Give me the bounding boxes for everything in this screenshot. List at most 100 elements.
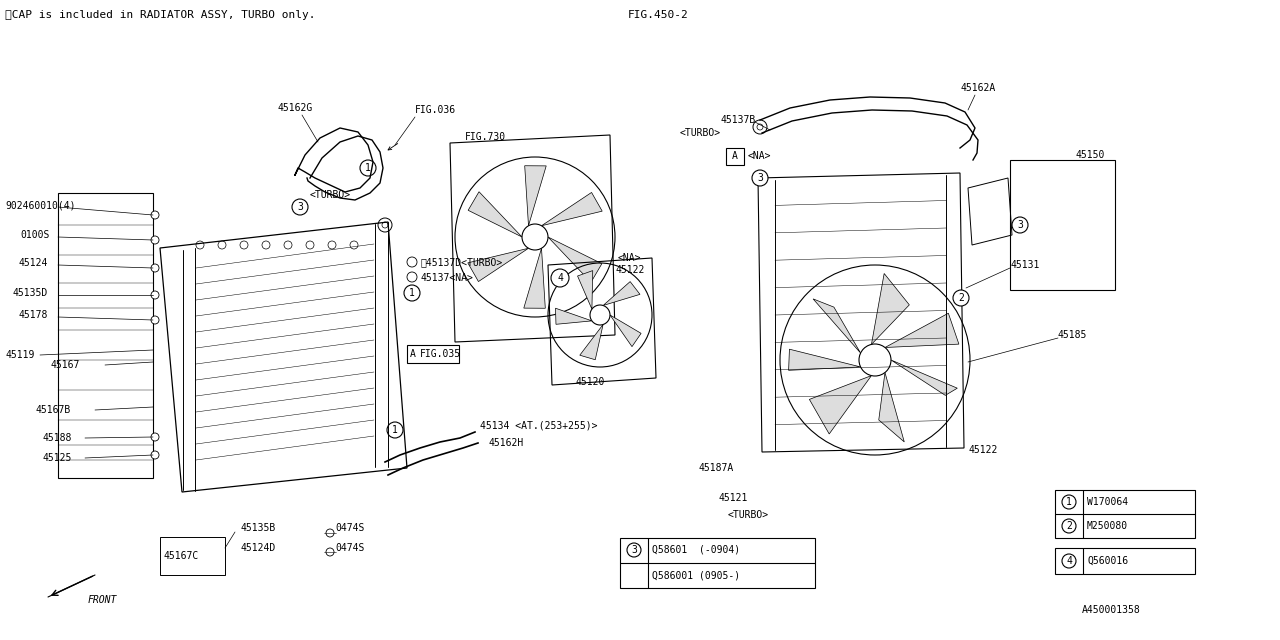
- Text: 45162H: 45162H: [488, 438, 524, 448]
- Circle shape: [151, 451, 159, 459]
- Text: Q560016: Q560016: [1087, 556, 1128, 566]
- Text: A: A: [410, 349, 416, 359]
- Text: 45137<NA>: 45137<NA>: [420, 273, 472, 283]
- Text: 45135D: 45135D: [12, 288, 47, 298]
- Text: 45167: 45167: [50, 360, 79, 370]
- Polygon shape: [603, 282, 640, 305]
- Text: 0474S: 0474S: [335, 543, 365, 553]
- Polygon shape: [891, 360, 957, 396]
- Text: 45188: 45188: [42, 433, 72, 443]
- Text: 45167C: 45167C: [163, 551, 198, 561]
- Text: Q586001 (0905-): Q586001 (0905-): [652, 571, 740, 581]
- Text: 45124D: 45124D: [241, 543, 275, 553]
- Text: FIG.036: FIG.036: [415, 105, 456, 115]
- Text: <NA>: <NA>: [618, 253, 641, 263]
- Text: 1: 1: [365, 163, 371, 173]
- Circle shape: [151, 433, 159, 441]
- Text: FRONT: FRONT: [88, 595, 118, 605]
- Text: ※45137D<TURBO>: ※45137D<TURBO>: [420, 257, 502, 267]
- Circle shape: [954, 290, 969, 306]
- Text: <NA>: <NA>: [748, 151, 772, 161]
- Text: 3: 3: [756, 173, 763, 183]
- Text: W170064: W170064: [1087, 497, 1128, 507]
- Bar: [1055, 548, 1196, 574]
- Polygon shape: [580, 324, 603, 360]
- Text: FIG.035: FIG.035: [420, 349, 461, 359]
- Text: A: A: [732, 151, 739, 161]
- Polygon shape: [467, 248, 529, 282]
- Text: 45124: 45124: [18, 258, 47, 268]
- Text: ※CAP is included in RADIATOR ASSY, TURBO only.: ※CAP is included in RADIATOR ASSY, TURBO…: [5, 10, 315, 20]
- Text: 0474S: 0474S: [335, 523, 365, 533]
- Circle shape: [326, 548, 334, 556]
- Text: 3: 3: [1018, 220, 1023, 230]
- Text: 2: 2: [1066, 521, 1071, 531]
- Text: 3: 3: [297, 202, 303, 212]
- Bar: [407, 345, 460, 363]
- Bar: [726, 148, 744, 165]
- Text: 1: 1: [1066, 497, 1071, 507]
- Text: 45135B: 45135B: [241, 523, 275, 533]
- Text: 45125: 45125: [42, 453, 72, 463]
- Text: 902460010(4): 902460010(4): [5, 200, 76, 210]
- Text: 45122: 45122: [968, 445, 997, 455]
- Circle shape: [1062, 519, 1076, 533]
- Text: 45187A: 45187A: [698, 463, 733, 473]
- Circle shape: [1062, 495, 1076, 509]
- Circle shape: [151, 264, 159, 272]
- Text: 45178: 45178: [18, 310, 47, 320]
- Text: 4: 4: [1066, 556, 1071, 566]
- Circle shape: [151, 236, 159, 244]
- Text: A450001358: A450001358: [1082, 605, 1140, 615]
- Text: 45167B: 45167B: [35, 405, 70, 415]
- Circle shape: [1062, 554, 1076, 568]
- Bar: [160, 537, 225, 575]
- Polygon shape: [548, 237, 602, 282]
- Text: 45137B: 45137B: [721, 115, 755, 125]
- Text: <TURBO>: <TURBO>: [680, 128, 721, 138]
- Circle shape: [151, 291, 159, 299]
- Text: 45185: 45185: [1059, 330, 1088, 340]
- Polygon shape: [884, 313, 959, 348]
- Text: 45121: 45121: [718, 493, 748, 503]
- Bar: [620, 538, 815, 588]
- Text: <TURBO>: <TURBO>: [310, 190, 351, 200]
- Circle shape: [753, 170, 768, 186]
- Polygon shape: [577, 271, 593, 309]
- Bar: [1010, 160, 1115, 290]
- Bar: [1055, 490, 1196, 538]
- Circle shape: [151, 211, 159, 219]
- Text: 45131: 45131: [1010, 260, 1039, 270]
- Text: Q58601  (-0904): Q58601 (-0904): [652, 545, 740, 555]
- Polygon shape: [525, 166, 547, 226]
- Polygon shape: [809, 376, 872, 434]
- Bar: [58, 193, 154, 478]
- Polygon shape: [468, 192, 522, 237]
- Polygon shape: [556, 308, 591, 324]
- Text: 1: 1: [392, 425, 398, 435]
- Text: 45122: 45122: [614, 265, 644, 275]
- Circle shape: [151, 316, 159, 324]
- Circle shape: [292, 199, 308, 215]
- Polygon shape: [611, 315, 641, 347]
- Circle shape: [404, 285, 420, 301]
- Circle shape: [360, 160, 376, 176]
- Text: 0100S: 0100S: [20, 230, 50, 240]
- Text: 4: 4: [557, 273, 563, 283]
- Text: 45162G: 45162G: [278, 103, 312, 113]
- Text: 45150: 45150: [1075, 150, 1105, 160]
- Text: 45162A: 45162A: [960, 83, 996, 93]
- Circle shape: [326, 529, 334, 537]
- Polygon shape: [813, 299, 860, 353]
- Circle shape: [627, 543, 641, 557]
- Polygon shape: [788, 349, 860, 371]
- Text: <TURBO>: <TURBO>: [728, 510, 769, 520]
- Text: 45134 <AT.(253+255)>: 45134 <AT.(253+255)>: [480, 420, 598, 430]
- Text: 3: 3: [631, 545, 637, 555]
- Text: 45120: 45120: [575, 377, 604, 387]
- Text: 1: 1: [410, 288, 415, 298]
- Circle shape: [550, 269, 570, 287]
- Circle shape: [1012, 217, 1028, 233]
- Polygon shape: [524, 248, 545, 308]
- Polygon shape: [541, 193, 602, 226]
